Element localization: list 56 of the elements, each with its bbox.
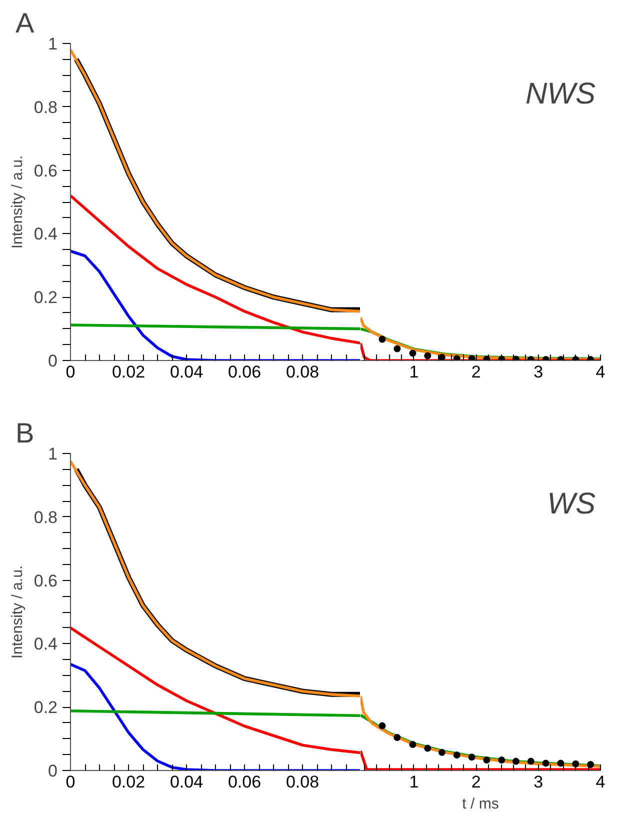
x-tick-label: 2 [471,772,481,792]
x-tick-label: 0.02 [112,362,146,382]
y-tick-label: 0.8 [34,508,58,527]
point [409,741,416,748]
x-tick-label: 0.04 [170,772,204,792]
point [438,748,446,756]
x-axis-title: t / ms [462,796,499,812]
chart-title: B [16,418,34,448]
x-tick-label: 0 [66,772,76,792]
point [438,354,446,360]
point [394,345,401,352]
x-tick-label: 4 [596,772,606,792]
y-tick-label: 0.6 [34,571,58,590]
point [394,734,401,742]
y-tick-label: 0.8 [34,98,58,117]
point [409,350,416,357]
y-tick-label: 0.2 [34,288,58,308]
x-tick-label: 0.02 [112,772,146,792]
point [453,751,460,758]
point [378,722,386,730]
point [557,760,564,767]
y-axis-title: Intensity / a.u. [8,155,26,249]
point [527,758,534,765]
x-tick-label: 2 [471,362,481,382]
point [378,336,386,343]
x-tick-label: 3 [534,772,544,792]
y-tick-label: 1 [48,34,58,54]
point [572,760,580,768]
point [512,758,520,765]
x-tick-label: 0.06 [228,362,262,382]
annotation: WS [547,488,596,520]
y-tick-label: 0.4 [34,224,58,244]
x-tick-label: 0.08 [286,772,320,792]
annotation: NWS [526,78,596,110]
chart-title: A [16,8,34,38]
x-tick-label: 4 [596,362,606,382]
point [542,760,550,767]
x-tick-label: 1 [409,772,419,792]
point [453,355,460,360]
point [468,754,476,761]
x-tick-label: 0.06 [228,772,262,792]
point [483,756,490,764]
x-tick-label: 1 [409,362,419,382]
point [468,355,476,360]
y-axis-title: Intensity / a.u. [8,565,26,659]
point [424,744,432,752]
x-tick-label: 0.08 [286,362,320,382]
point [587,760,594,768]
y-tick-label: 0.2 [34,698,58,718]
y-tick-label: 0.6 [34,161,58,180]
x-tick-label: 3 [534,362,544,382]
x-tick-label: 0 [66,362,76,382]
y-tick-label: 0.4 [34,634,58,654]
point [498,756,506,764]
x-tick-label: 0.04 [170,362,204,382]
y-tick-label: 1 [48,444,58,464]
